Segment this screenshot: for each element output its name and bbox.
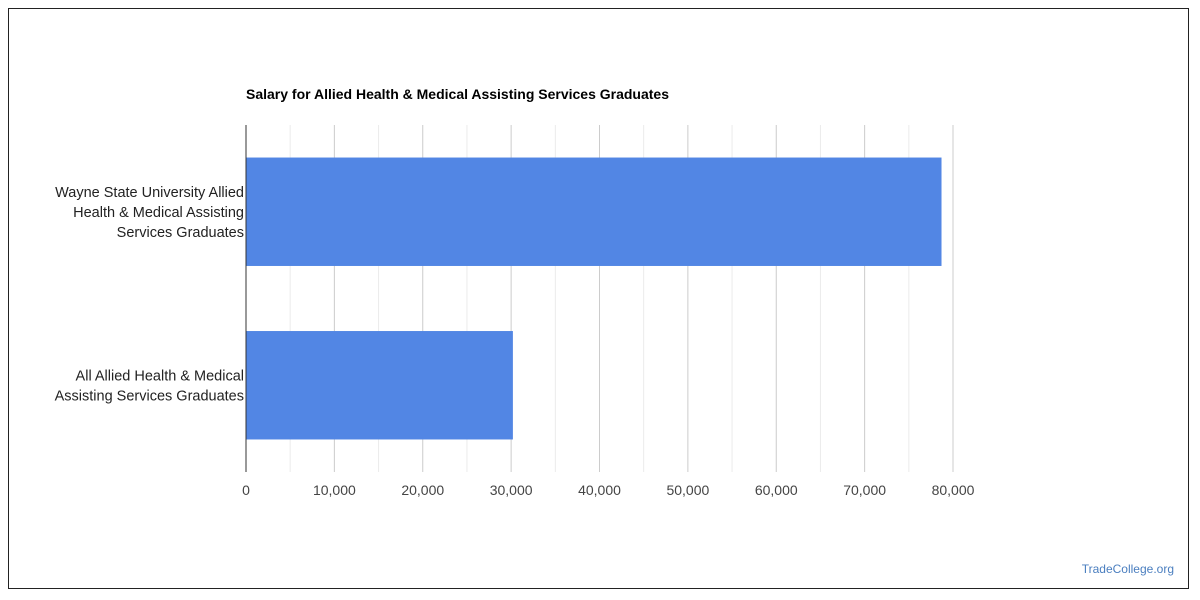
x-tick-label: 50,000 — [666, 482, 709, 498]
source-credit[interactable]: TradeCollege.org — [1081, 562, 1174, 576]
x-tick-label: 80,000 — [932, 482, 975, 498]
category-label-1: All Allied Health & Medical Assisting Ser… — [55, 368, 244, 404]
x-tick-label: 10,000 — [313, 482, 356, 498]
chart-frame: Salary for Allied Health & Medical Assis… — [8, 8, 1189, 589]
x-tick-label: 60,000 — [755, 482, 798, 498]
category-label-line: Health & Medical Assisting — [73, 205, 244, 221]
category-label-0: Wayne State University Allied Health & Me… — [55, 185, 244, 241]
chart-title: Salary for Allied Health & Medical Assis… — [246, 86, 669, 102]
category-label-line: Services Graduates — [117, 225, 244, 241]
x-tick-label: 70,000 — [843, 482, 886, 498]
category-label-line: Assisting Services Graduates — [55, 388, 244, 404]
x-tick-label: 40,000 — [578, 482, 621, 498]
category-label-line: All Allied Health & Medical — [76, 368, 244, 384]
x-tick-label: 30,000 — [490, 482, 533, 498]
x-tick-label: 0 — [242, 482, 250, 498]
category-labels: Wayne State University Allied Health & Me… — [55, 185, 244, 405]
x-tick-labels: 0 10,000 20,000 30,000 40,000 50,000 60,000 70,… — [242, 482, 975, 498]
category-label-line: Wayne State University Allied — [55, 185, 244, 201]
bar-1[interactable] — [246, 331, 513, 440]
bar-chart: Salary for Allied Health & Medical Assis… — [55, 86, 975, 498]
bars — [246, 157, 942, 440]
x-tick-label: 20,000 — [401, 482, 444, 498]
bar-0[interactable] — [246, 157, 942, 266]
